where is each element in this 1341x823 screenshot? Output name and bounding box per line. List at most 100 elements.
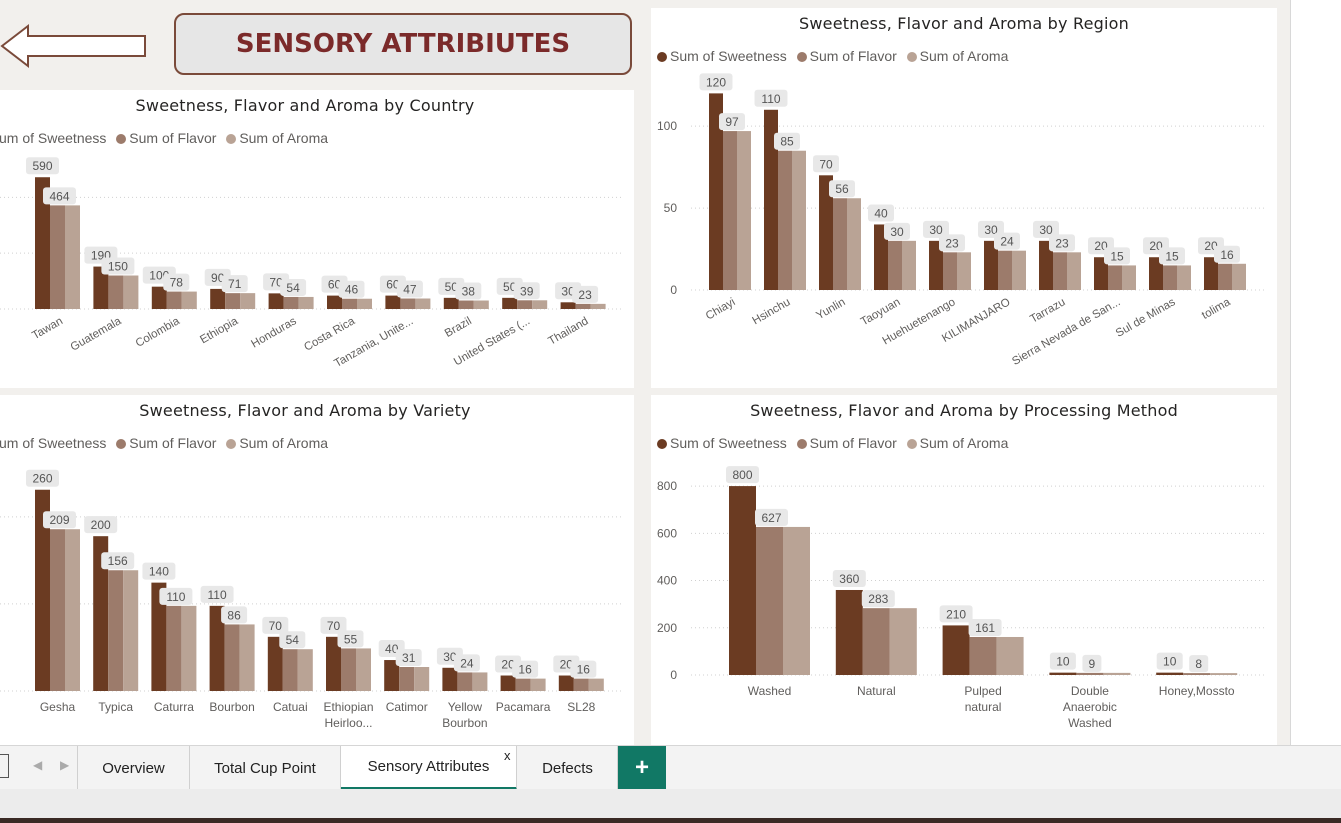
- region-chart-panel[interactable]: Sweetness, Flavor and Aroma by Region Su…: [651, 8, 1277, 388]
- data-label-flavor: 56: [835, 182, 849, 196]
- data-label-sweetness-bg: [939, 605, 973, 623]
- data-label-sweetness: 40: [385, 642, 399, 656]
- bar-region-0: [709, 93, 723, 290]
- data-label-flavor: 23: [945, 236, 959, 250]
- legend-flavor-dot-icon: [116, 134, 127, 144]
- back-arrow-icon[interactable]: [0, 20, 150, 72]
- bar-country-0: [502, 297, 518, 309]
- page-title: SENSORY ATTRIBIUTES: [235, 29, 571, 59]
- bar-country-2: [240, 293, 256, 309]
- region-chart-title: Sweetness, Flavor and Aroma by Region: [799, 14, 1129, 33]
- bar-process-0: [1049, 672, 1077, 675]
- bar-region-1: [1163, 265, 1177, 290]
- right-scroll-area[interactable]: [1290, 0, 1341, 745]
- data-label-sweetness-bg: [726, 466, 759, 484]
- y-tick-label: 100: [657, 119, 677, 133]
- x-tick-label: Yellow: [448, 700, 483, 714]
- tab-sensory-attributes[interactable]: Sensory Attributes: [341, 746, 517, 790]
- data-label-sweetness-bg: [1033, 220, 1059, 238]
- legend-flavor: Sum of Flavor: [796, 435, 897, 451]
- data-label-sweetness-bg: [1156, 652, 1183, 670]
- data-label-flavor: 16: [577, 663, 591, 677]
- data-label-flavor-bg: [755, 508, 788, 526]
- legend-aroma: Sum of Aroma: [226, 435, 328, 451]
- x-tick-label: SL28: [567, 700, 595, 714]
- bar-country-2: [473, 300, 489, 309]
- data-label-flavor-bg: [43, 511, 76, 529]
- bar-process-0: [835, 589, 863, 675]
- bar-variety-0: [442, 667, 458, 691]
- x-tick-label: Washed: [1068, 716, 1112, 730]
- data-label-flavor: 97: [725, 115, 739, 129]
- bar-country-0: [35, 177, 50, 309]
- legend-sweetness: um of Sweetness: [0, 130, 107, 146]
- tab-defects[interactable]: Defects: [518, 746, 618, 790]
- legend-sweetness-dot-icon: [657, 439, 667, 449]
- bar-region-0: [874, 224, 888, 290]
- bar-country-0: [151, 286, 167, 309]
- process-chart-panel[interactable]: Sweetness, Flavor and Aroma by Processin…: [651, 395, 1277, 745]
- x-tick-label: Bourbon: [209, 700, 254, 714]
- data-label-sweetness-bg: [832, 569, 866, 587]
- data-label-flavor-bg: [994, 232, 1020, 250]
- x-tick-label: Caturra: [154, 700, 194, 714]
- data-label-sweetness: 30: [1039, 223, 1053, 237]
- bar-region-2: [1122, 265, 1136, 290]
- data-label-flavor-bg: [395, 649, 422, 667]
- tab-total-cup-point[interactable]: Total Cup Point: [190, 746, 341, 790]
- bar-variety-0: [93, 536, 109, 691]
- bar-country-1: [400, 298, 416, 309]
- bar-country-2: [65, 205, 80, 309]
- data-label-flavor-bg: [338, 280, 365, 298]
- data-label-sweetness: 60: [386, 278, 400, 292]
- y-tick-label: 50: [664, 201, 678, 215]
- x-tick-label: Catimor: [386, 700, 428, 714]
- y-tick-label: 200: [657, 621, 677, 635]
- tab-overview[interactable]: Overview: [78, 746, 190, 790]
- data-label-flavor: 24: [460, 656, 474, 670]
- bar-region-2: [792, 150, 806, 290]
- variety-chart-panel[interactable]: Sweetness, Flavor and Aroma by Variety u…: [0, 395, 634, 745]
- data-label-flavor-bg: [280, 278, 307, 296]
- x-tick-label: Double: [1071, 684, 1109, 698]
- data-label-flavor-bg: [1082, 654, 1102, 672]
- x-tick-label: Thailand: [546, 315, 590, 347]
- x-tick-label: Chiayi: [704, 296, 738, 322]
- data-label-sweetness-bg: [923, 220, 949, 238]
- country-chart-panel[interactable]: Sweetness, Flavor and Aroma by Country u…: [0, 90, 634, 388]
- bar-process-0: [1156, 672, 1184, 675]
- data-label-flavor: 38: [462, 285, 476, 299]
- bar-region-2: [902, 240, 916, 290]
- x-tick-label: Natural: [857, 684, 896, 698]
- bar-region-1: [943, 252, 957, 290]
- bar-process-1: [1076, 672, 1104, 675]
- bar-region-1: [833, 198, 847, 290]
- legend-aroma: Sum of Aroma: [226, 130, 328, 146]
- bar-process-2: [783, 526, 810, 675]
- data-label-flavor: 86: [227, 608, 241, 622]
- close-tab-icon[interactable]: x: [504, 748, 511, 763]
- data-label-flavor: 110: [166, 590, 185, 604]
- prev-tab-icon[interactable]: ◀: [33, 758, 43, 772]
- data-label-sweetness-bg: [699, 73, 733, 91]
- bar-region-0: [764, 109, 778, 291]
- x-tick-label: Taoyuan: [859, 296, 903, 328]
- window-border: [0, 818, 1341, 823]
- data-label-sweetness: 140: [149, 565, 169, 579]
- process-chart-title: Sweetness, Flavor and Aroma by Processin…: [750, 401, 1178, 420]
- legend-flavor: Sum of Flavor: [116, 130, 216, 146]
- data-label-sweetness: 30: [443, 650, 457, 664]
- page-nav-icon[interactable]: [0, 754, 9, 778]
- bar-variety-0: [151, 582, 167, 691]
- bar-region-1: [1108, 265, 1122, 290]
- bar-variety-0: [326, 636, 341, 691]
- data-label-flavor: 24: [1000, 235, 1014, 249]
- data-label-flavor: 16: [1220, 248, 1234, 262]
- x-tick-label: Hsinchu: [751, 296, 793, 327]
- data-label-flavor-bg: [455, 282, 482, 300]
- next-tab-icon[interactable]: ▶: [60, 758, 70, 772]
- bar-variety-0: [209, 605, 225, 691]
- x-tick-label: Typica: [98, 700, 133, 714]
- add-tab-button[interactable]: +: [618, 746, 666, 790]
- data-label-sweetness: 60: [328, 278, 342, 292]
